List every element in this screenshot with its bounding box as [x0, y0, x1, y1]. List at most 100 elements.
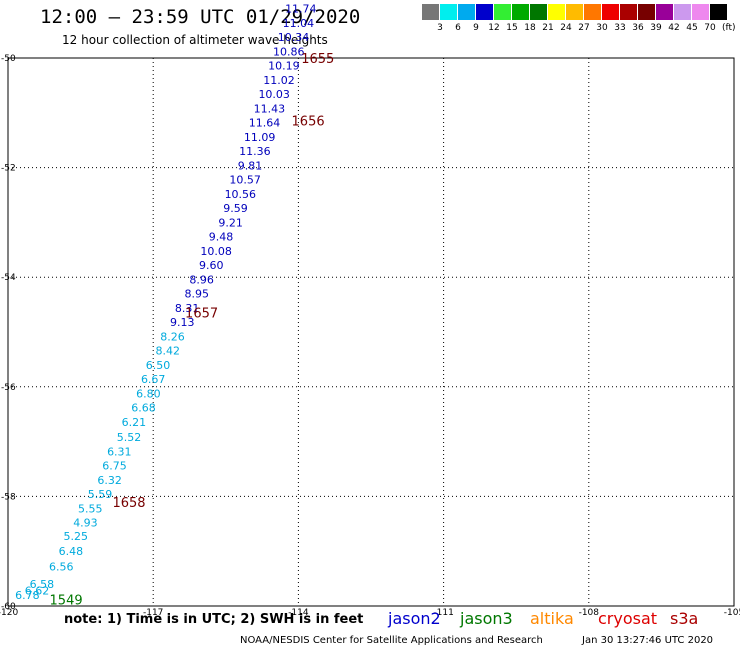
credit-text: NOAA/NESDIS Center for Satellite Applica…: [240, 635, 543, 646]
wave-height-value: 4.93: [73, 517, 98, 530]
wave-height-value: 6.58: [30, 578, 55, 591]
legend-swatch: [422, 4, 439, 20]
legend-swatch: [692, 4, 709, 20]
wave-height-value: 10.08: [200, 245, 232, 258]
wave-height-value: 6.48: [59, 545, 84, 558]
satellite-name: jason2: [388, 609, 441, 628]
legend-label: 15: [506, 23, 518, 33]
lat-tick-label: -58: [1, 492, 16, 502]
wave-height-value: 10.86: [273, 45, 305, 58]
lat-tick-label: -54: [1, 273, 16, 283]
lat-tick-label: -60: [1, 602, 16, 612]
wave-height-value: 10.56: [225, 188, 257, 201]
satellite-name: altika: [530, 609, 574, 628]
legend-label: 27: [578, 23, 590, 33]
legend-swatch: [440, 4, 457, 20]
legend-label: 12: [488, 23, 500, 33]
wave-height-value: 8.96: [189, 273, 214, 286]
wave-height-value: 10.57: [229, 174, 261, 187]
legend-unit: (ft): [722, 23, 736, 33]
legend-swatch: [602, 4, 619, 20]
legend-label: 39: [650, 23, 662, 33]
satellite-name: cryosat: [598, 609, 658, 628]
wave-height-value: 6.31: [107, 445, 132, 458]
wave-height-value: 11.02: [263, 74, 295, 87]
lon-tick-label: -111: [433, 608, 453, 618]
wave-height-value: 11.04: [283, 17, 315, 30]
wave-height-value: 6.21: [122, 416, 147, 429]
legend-swatch: [494, 4, 511, 20]
wave-height-value: 9.81: [238, 159, 263, 172]
time-label: 1657: [185, 306, 218, 321]
legend-swatch: [710, 4, 727, 20]
lat-tick-label: -50: [1, 54, 16, 64]
legend-label: 36: [632, 23, 644, 33]
footer-note: note: 1) Time is in UTC; 2) SWH is in fe…: [64, 612, 364, 627]
wave-height-value: 6.75: [102, 460, 127, 473]
time-label: 1655: [301, 52, 334, 67]
legend-swatch: [620, 4, 637, 20]
lon-tick-label: -120: [0, 608, 18, 618]
wave-height-value: 5.59: [88, 488, 113, 501]
legend-label: 3: [437, 23, 443, 33]
time-label: 1549: [50, 593, 83, 608]
lon-tick-label: -108: [579, 608, 600, 618]
wave-height-value: 6.62: [25, 585, 50, 598]
legend-swatch: [638, 4, 655, 20]
legend-swatch: [674, 4, 691, 20]
legend-label: 42: [668, 23, 680, 33]
wave-height-value: 6.80: [136, 387, 161, 400]
wave-height-value: 11.43: [254, 102, 286, 115]
legend-label: 24: [560, 23, 572, 33]
legend-label: 30: [596, 23, 608, 33]
wave-height-value: 10.34: [278, 31, 310, 44]
lon-tick-label: -105: [724, 608, 740, 618]
lat-tick-label: -56: [1, 383, 16, 393]
wave-height-value: 10.48: [287, 0, 319, 1]
wave-height-value: 8.26: [160, 330, 185, 343]
lat-tick-label: -52: [1, 164, 16, 174]
wave-height-value: 6.78: [15, 589, 40, 602]
legend-label: 45: [686, 23, 698, 33]
wave-height-value: 11.36: [239, 145, 271, 158]
wave-height-value: 8.31: [175, 302, 200, 315]
page-subtitle: 12 hour collection of altimeter wave hei…: [62, 33, 328, 47]
page-title: 12:00 — 23:59 UTC 01/29/2020: [40, 6, 361, 28]
lon-tick-label: -114: [288, 608, 309, 618]
legend-label: 6: [455, 23, 461, 33]
wave-height-value: 11.74: [285, 3, 317, 16]
wave-height-value: 9.21: [218, 216, 243, 229]
legend-label: 70: [704, 23, 716, 33]
wave-height-value: 10.03: [258, 88, 290, 101]
wave-height-value: 5.52: [117, 431, 142, 444]
legend-label: 21: [542, 23, 554, 33]
legend-swatch: [458, 4, 475, 20]
legend-label: 33: [614, 23, 626, 33]
legend-swatch: [656, 4, 673, 20]
legend-swatch: [548, 4, 565, 20]
satellite-name: s3a: [670, 609, 699, 628]
timestamp: Jan 30 13:27:46 UTC 2020: [582, 635, 714, 646]
lon-tick-label: -117: [143, 608, 163, 618]
wave-height-value: 9.60: [199, 259, 224, 272]
time-label: 1658: [112, 496, 145, 511]
wave-height-value: 8.42: [155, 345, 180, 358]
legend-swatch: [512, 4, 529, 20]
wave-height-value: 6.56: [49, 561, 74, 574]
map-frame: [7, 57, 735, 607]
legend-swatch: [530, 4, 547, 20]
wave-height-value: 5.55: [78, 502, 103, 515]
wave-height-value: 6.68: [131, 402, 156, 415]
wave-height-value: 11.09: [244, 131, 276, 144]
wave-height-value: 6.32: [97, 474, 122, 487]
legend-swatch: [476, 4, 493, 20]
satellite-name: jason3: [460, 609, 513, 628]
wave-height-value: 9.13: [170, 316, 195, 329]
wave-height-value: 9.59: [223, 202, 248, 215]
legend-label: 18: [524, 23, 536, 33]
wave-height-value: 8.95: [185, 288, 210, 301]
wave-height-value: 9.48: [209, 231, 234, 244]
wave-height-value: 5.25: [64, 530, 89, 543]
wave-height-value: 11.64: [249, 117, 281, 130]
